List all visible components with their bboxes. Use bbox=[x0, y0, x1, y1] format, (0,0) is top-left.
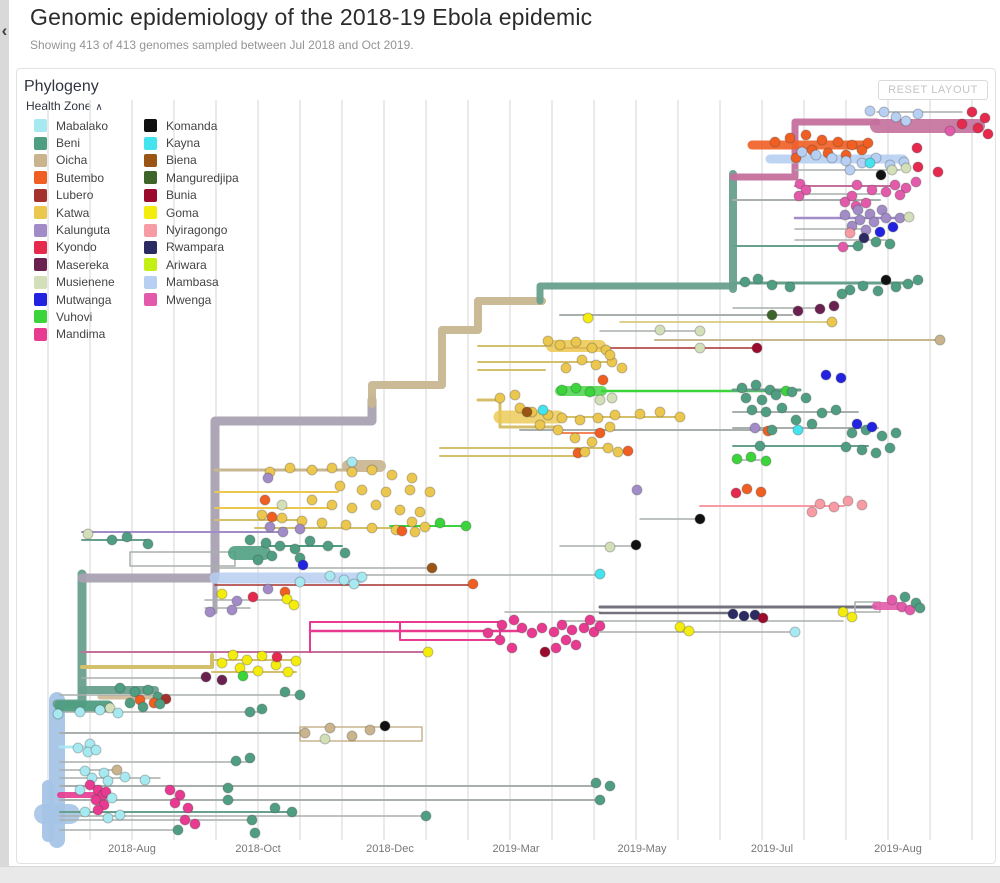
legend-swatch-icon[interactable] bbox=[34, 240, 47, 254]
legend-item-butembo[interactable]: Butembo bbox=[34, 169, 115, 186]
health-zone-filter[interactable]: Health Zone ∧ bbox=[26, 99, 103, 113]
legend-swatch-icon[interactable] bbox=[34, 136, 47, 150]
legend-item-katwa[interactable]: Katwa bbox=[34, 204, 115, 221]
svg-text:2019-May: 2019-May bbox=[618, 843, 667, 855]
legend-label: Masereka bbox=[56, 257, 109, 272]
legend-item-mabalako[interactable]: Mabalako bbox=[34, 117, 115, 134]
legend-label: Nyiragongo bbox=[166, 223, 228, 238]
legend-label: Lubero bbox=[56, 188, 94, 203]
legend-label: Komanda bbox=[166, 118, 218, 133]
legend-item-mambasa[interactable]: Mambasa bbox=[144, 274, 239, 291]
legend-item-goma[interactable]: Goma bbox=[144, 204, 239, 221]
legend-label: Ariwara bbox=[166, 257, 207, 272]
legend-label: Kyondo bbox=[56, 240, 97, 255]
header: Genomic epidemiology of the 2018-19 Ebol… bbox=[30, 4, 990, 52]
legend-swatch-icon[interactable] bbox=[144, 293, 157, 307]
legend-swatch-icon[interactable] bbox=[144, 153, 157, 167]
sidebar-collapse-icon[interactable]: ‹ bbox=[1, 21, 8, 40]
legend-swatch-icon[interactable] bbox=[34, 293, 47, 307]
svg-text:2019-Aug: 2019-Aug bbox=[874, 843, 922, 855]
legend-swatch-icon[interactable] bbox=[34, 171, 47, 185]
legend-label: Beni bbox=[56, 136, 81, 151]
legend-swatch-icon[interactable] bbox=[144, 258, 157, 272]
legend-swatch-icon[interactable] bbox=[144, 171, 157, 185]
legend-swatch-icon[interactable] bbox=[144, 275, 157, 289]
legend-swatch-icon[interactable] bbox=[144, 188, 157, 202]
legend-label: Goma bbox=[166, 205, 199, 220]
legend-label: Vuhovi bbox=[56, 309, 93, 324]
chevron-up-icon[interactable]: ∧ bbox=[95, 102, 103, 113]
svg-text:2019-Mar: 2019-Mar bbox=[492, 843, 539, 855]
legend-label: Mambasa bbox=[166, 275, 219, 290]
legend-item-ariwara[interactable]: Ariwara bbox=[144, 256, 239, 273]
legend-swatch-icon[interactable] bbox=[34, 153, 47, 167]
legend-label: Biena bbox=[166, 153, 197, 168]
legend-item-lubero[interactable]: Lubero bbox=[34, 187, 115, 204]
panel-title: Phylogeny bbox=[24, 78, 99, 95]
legend-item-musienene[interactable]: Musienene bbox=[34, 274, 115, 291]
legend-swatch-icon[interactable] bbox=[144, 240, 157, 254]
legend-label: Kalunguta bbox=[56, 223, 111, 238]
legend-item-mwenga[interactable]: Mwenga bbox=[144, 291, 239, 308]
legend-item-bunia[interactable]: Bunia bbox=[144, 187, 239, 204]
legend-swatch-icon[interactable] bbox=[34, 310, 47, 324]
legend-item-vuhovi[interactable]: Vuhovi bbox=[34, 308, 115, 325]
legend-item-biena[interactable]: Biena bbox=[144, 152, 239, 169]
legend-item-kalunguta[interactable]: Kalunguta bbox=[34, 221, 115, 238]
legend-swatch-icon[interactable] bbox=[34, 119, 47, 133]
legend-item-nyiragongo[interactable]: Nyiragongo bbox=[144, 221, 239, 238]
legend-column-2: Komanda Kayna Biena Manguredjipa Bunia Goma Ny… bbox=[144, 117, 239, 308]
legend-swatch-icon[interactable] bbox=[34, 188, 47, 202]
legend-swatch-icon[interactable] bbox=[144, 206, 157, 220]
legend-column-1: Mabalako Beni Oicha Butembo Lubero Katwa Kalun… bbox=[34, 117, 115, 343]
svg-text:2018-Oct: 2018-Oct bbox=[235, 843, 280, 855]
legend-item-masereka[interactable]: Masereka bbox=[34, 256, 115, 273]
legend-label: Manguredjipa bbox=[166, 170, 239, 185]
legend-label: Mutwanga bbox=[56, 292, 112, 307]
left-sidebar-strip bbox=[0, 0, 9, 882]
legend-swatch-icon[interactable] bbox=[144, 119, 157, 133]
svg-text:2018-Dec: 2018-Dec bbox=[366, 843, 414, 855]
legend-swatch-icon[interactable] bbox=[34, 223, 47, 237]
legend-label: Rwampara bbox=[166, 240, 225, 255]
bottom-strip bbox=[0, 866, 1000, 883]
legend-item-komanda[interactable]: Komanda bbox=[144, 117, 239, 134]
svg-text:2018-Aug: 2018-Aug bbox=[108, 843, 156, 855]
legend-item-kayna[interactable]: Kayna bbox=[144, 134, 239, 151]
legend-label: Katwa bbox=[56, 205, 90, 220]
legend-label: Bunia bbox=[166, 188, 197, 203]
svg-text:2019-Jul: 2019-Jul bbox=[751, 843, 793, 855]
legend-item-mandima[interactable]: Mandima bbox=[34, 326, 115, 343]
legend-label: Mandima bbox=[56, 327, 106, 342]
legend-item-beni[interactable]: Beni bbox=[34, 134, 115, 151]
reset-layout-button[interactable]: RESET LAYOUT bbox=[878, 80, 988, 100]
legend-swatch-icon[interactable] bbox=[34, 275, 47, 289]
legend-swatch-icon[interactable] bbox=[144, 136, 157, 150]
legend-label: Oicha bbox=[56, 153, 88, 168]
legend-swatch-icon[interactable] bbox=[34, 206, 47, 220]
legend-label: Kayna bbox=[166, 136, 201, 151]
phylogeny-panel bbox=[16, 68, 996, 864]
legend-item-mutwanga[interactable]: Mutwanga bbox=[34, 291, 115, 308]
legend-item-oicha[interactable]: Oicha bbox=[34, 152, 115, 169]
page-subtitle: Showing 413 of 413 genomes sampled betwe… bbox=[30, 38, 414, 52]
legend-swatch-icon[interactable] bbox=[144, 223, 157, 237]
legend-item-manguredjipa[interactable]: Manguredjipa bbox=[144, 169, 239, 186]
legend-item-kyondo[interactable]: Kyondo bbox=[34, 239, 115, 256]
legend-label: Musienene bbox=[56, 275, 115, 290]
legend-label: Mwenga bbox=[166, 292, 212, 307]
page-title: Genomic epidemiology of the 2018-19 Ebol… bbox=[30, 4, 593, 30]
legend-label: Butembo bbox=[56, 170, 105, 185]
legend-item-rwampara[interactable]: Rwampara bbox=[144, 239, 239, 256]
filter-label: Health Zone bbox=[26, 99, 92, 113]
legend-label: Mabalako bbox=[56, 118, 109, 133]
legend-swatch-icon[interactable] bbox=[34, 327, 47, 341]
legend-swatch-icon[interactable] bbox=[34, 258, 47, 272]
